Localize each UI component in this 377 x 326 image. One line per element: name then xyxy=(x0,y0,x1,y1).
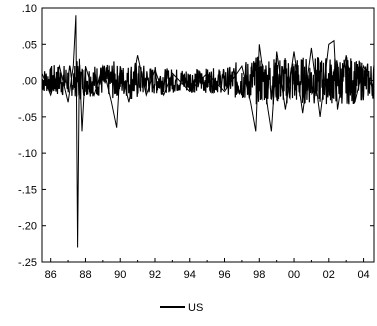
y-tick-label: -.05 xyxy=(18,112,37,124)
y-tick-label: .05 xyxy=(22,39,37,51)
x-tick-label: 92 xyxy=(149,269,161,281)
series-line-us xyxy=(41,15,375,248)
x-tick-label: 98 xyxy=(253,269,265,281)
x-axis: 86 88 90 92 94 96 98 00 02 04 xyxy=(45,258,370,281)
x-tick-label: 96 xyxy=(218,269,230,281)
legend: US xyxy=(160,302,203,314)
plot-frame xyxy=(41,7,375,263)
y-axis: .10 .05 .00 -.05 -.10 -.15 -.20 -.25 xyxy=(18,3,374,269)
x-tick-label: 02 xyxy=(323,269,335,281)
y-tick-label: .10 xyxy=(22,3,37,15)
x-tick-label: 00 xyxy=(288,269,300,281)
y-tick-label: -.10 xyxy=(18,148,37,160)
x-tick-label: 86 xyxy=(45,269,57,281)
series-line-us-texture xyxy=(41,56,375,105)
x-tick-label: 04 xyxy=(357,269,369,281)
plot-area xyxy=(41,7,375,263)
y-tick-label: -.25 xyxy=(18,257,37,269)
y-tick-label: -.20 xyxy=(18,221,37,233)
x-tick-label: 94 xyxy=(184,269,196,281)
legend-label-us: US xyxy=(188,302,203,314)
x-tick-label: 90 xyxy=(114,269,126,281)
y-tick-label: -.15 xyxy=(18,184,37,196)
x-tick-label: 88 xyxy=(79,269,91,281)
y-tick-label: .00 xyxy=(22,76,37,88)
